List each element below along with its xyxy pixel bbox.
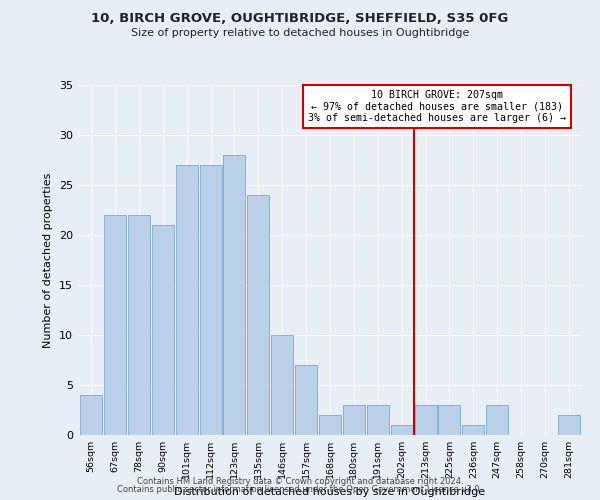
Bar — [295, 365, 317, 435]
Bar — [200, 165, 221, 435]
Bar — [128, 215, 150, 435]
Text: 10 BIRCH GROVE: 207sqm
← 97% of detached houses are smaller (183)
3% of semi-det: 10 BIRCH GROVE: 207sqm ← 97% of detached… — [308, 90, 566, 123]
Bar — [176, 165, 197, 435]
Bar — [223, 155, 245, 435]
Bar — [463, 425, 484, 435]
Text: Size of property relative to detached houses in Oughtibridge: Size of property relative to detached ho… — [131, 28, 469, 38]
Bar — [367, 405, 389, 435]
X-axis label: Distribution of detached houses by size in Oughtibridge: Distribution of detached houses by size … — [175, 486, 485, 496]
Bar — [80, 395, 102, 435]
Bar — [486, 405, 508, 435]
Text: Contains public sector information licensed under the Open Government Licence v3: Contains public sector information licen… — [118, 485, 482, 494]
Bar — [271, 335, 293, 435]
Bar — [343, 405, 365, 435]
Bar — [439, 405, 460, 435]
Y-axis label: Number of detached properties: Number of detached properties — [43, 172, 53, 348]
Text: 10, BIRCH GROVE, OUGHTIBRIDGE, SHEFFIELD, S35 0FG: 10, BIRCH GROVE, OUGHTIBRIDGE, SHEFFIELD… — [91, 12, 509, 26]
Text: Contains HM Land Registry data © Crown copyright and database right 2024.: Contains HM Land Registry data © Crown c… — [137, 477, 463, 486]
Bar — [104, 215, 126, 435]
Bar — [319, 415, 341, 435]
Bar — [247, 195, 269, 435]
Bar — [415, 405, 437, 435]
Bar — [558, 415, 580, 435]
Bar — [391, 425, 413, 435]
Bar — [152, 225, 174, 435]
